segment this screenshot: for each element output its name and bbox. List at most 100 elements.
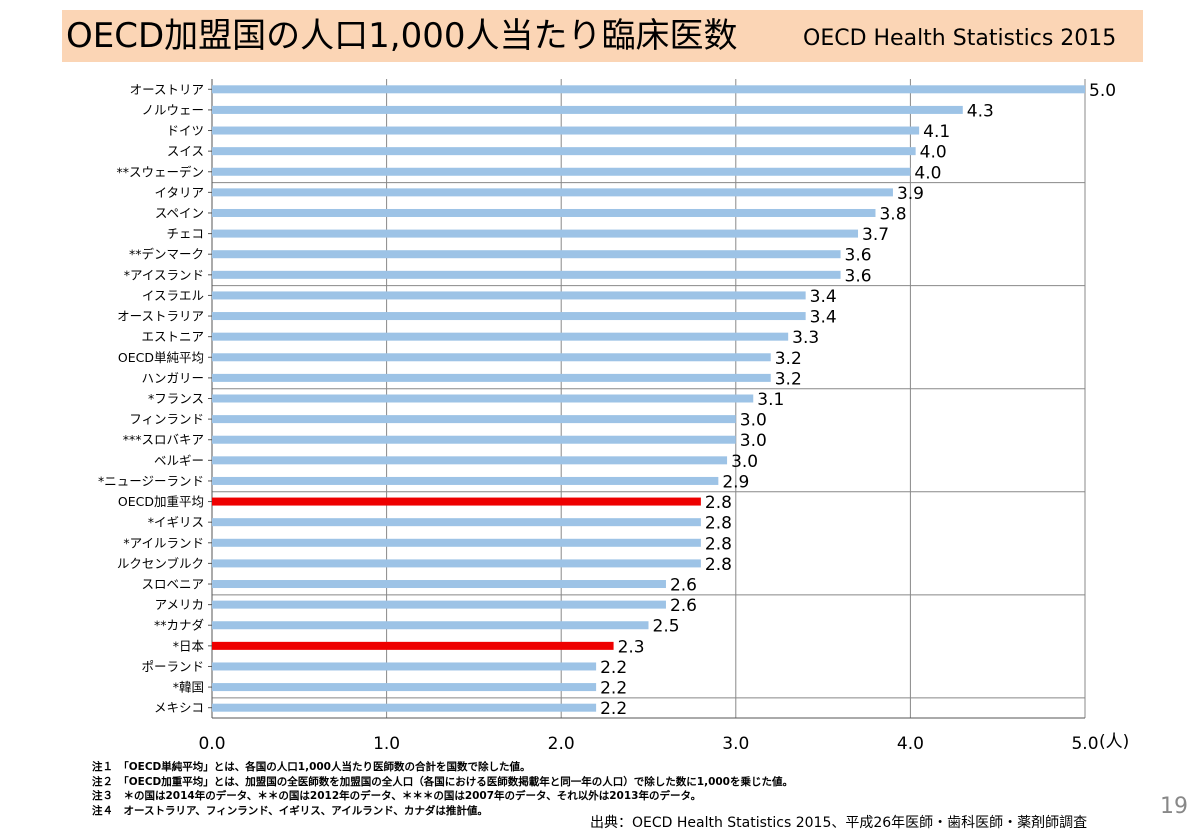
value-label: 4.1 bbox=[923, 122, 950, 142]
value-label: 3.4 bbox=[810, 287, 837, 307]
note-4: 注４ オーストラリア、フィンランド、イギリス、アイルランド、カナダは推計値。 bbox=[92, 804, 793, 819]
category-label: イタリア bbox=[154, 185, 204, 200]
category-label: チェコ bbox=[166, 226, 204, 241]
category-label: フィンランド bbox=[129, 412, 204, 427]
category-label: *日本 bbox=[173, 638, 205, 653]
bar bbox=[212, 600, 666, 609]
bar bbox=[212, 208, 876, 217]
category-label: ベルギー bbox=[154, 453, 204, 468]
page-number: 19 bbox=[1160, 794, 1188, 819]
bar bbox=[212, 662, 597, 671]
bar bbox=[212, 85, 1085, 94]
category-label: オーストラリア bbox=[117, 309, 204, 324]
bar bbox=[212, 229, 859, 238]
note-1: 注１ 「OECD単純平均」とは、各国の人口1,000人当たり医師数の合計を国数で… bbox=[92, 760, 793, 775]
bar bbox=[212, 188, 893, 197]
note-label: 注３ bbox=[92, 790, 113, 802]
category-label: ルクセンブルク bbox=[117, 556, 204, 571]
category-label: ***スロバキア bbox=[123, 432, 204, 447]
bar bbox=[212, 415, 736, 424]
value-label: 2.3 bbox=[618, 637, 645, 657]
bar bbox=[212, 580, 666, 589]
value-label: 3.2 bbox=[775, 369, 802, 389]
chart-subtitle: OECD Health Statistics 2015 bbox=[803, 26, 1117, 51]
bar bbox=[212, 641, 614, 650]
category-label: イスラエル bbox=[142, 288, 204, 303]
bar bbox=[212, 147, 916, 156]
category-label: スロベニア bbox=[141, 577, 204, 592]
bar bbox=[212, 291, 806, 300]
bar bbox=[212, 394, 754, 403]
bar bbox=[212, 126, 920, 135]
value-label: 2.8 bbox=[705, 514, 732, 534]
value-label: 2.2 bbox=[600, 699, 627, 719]
bar bbox=[212, 559, 701, 568]
value-label: 2.6 bbox=[670, 576, 697, 596]
category-label: *韓国 bbox=[173, 680, 204, 695]
note-2: 注２ 「OECD加重平均」とは、加盟国の全医師数を加盟国の全人口（各国における医… bbox=[92, 775, 793, 790]
value-label: 3.0 bbox=[731, 452, 758, 472]
bar bbox=[212, 373, 771, 382]
note-label: 注１ bbox=[92, 761, 113, 773]
bar bbox=[212, 270, 841, 279]
value-label: 2.8 bbox=[705, 534, 732, 554]
value-label: 4.3 bbox=[967, 101, 994, 121]
x-tick-label: 3.0 bbox=[722, 734, 749, 754]
bar bbox=[212, 435, 736, 444]
value-label: 3.4 bbox=[810, 308, 837, 328]
value-label: 2.5 bbox=[653, 617, 680, 637]
value-label: 3.0 bbox=[740, 411, 767, 431]
value-label: 3.1 bbox=[757, 390, 784, 410]
source-citation: 出典：OECD Health Statistics 2015、平成26年医師・歯… bbox=[590, 815, 1088, 831]
category-label: オーストリア bbox=[130, 82, 204, 97]
category-label: **デンマーク bbox=[129, 247, 204, 262]
category-label: OECD加重平均 bbox=[118, 494, 204, 509]
note-text: ＊の国は2014年のデータ、＊＊の国は2012年のデータ、＊＊＊の国は2007年… bbox=[123, 790, 702, 802]
bar bbox=[212, 353, 771, 362]
note-label: 注４ bbox=[92, 804, 113, 817]
chart-title: OECD加盟国の人口1,000人当たり臨床医数 bbox=[66, 16, 738, 56]
bar bbox=[212, 538, 701, 547]
category-label: **スウェーデン bbox=[116, 164, 204, 179]
value-label: 3.3 bbox=[792, 328, 819, 348]
value-label: 2.8 bbox=[705, 493, 732, 513]
category-label: *アイスランド bbox=[124, 267, 204, 282]
x-tick-label: 2.0 bbox=[548, 734, 575, 754]
bar bbox=[212, 497, 701, 506]
note-text: オーストラリア、フィンランド、イギリス、アイルランド、カナダは推計値。 bbox=[123, 804, 488, 817]
bar bbox=[212, 312, 806, 321]
value-label: 2.2 bbox=[600, 679, 627, 699]
value-label: 3.8 bbox=[879, 204, 906, 224]
category-label: ドイツ bbox=[166, 123, 204, 138]
bar bbox=[212, 332, 789, 341]
category-label: **カナダ bbox=[154, 618, 204, 633]
category-label: スペイン bbox=[155, 205, 204, 220]
category-label: *ニュージーランド bbox=[98, 473, 204, 488]
x-tick-label: 5.0 bbox=[1071, 734, 1098, 754]
bar bbox=[212, 456, 728, 465]
value-label: 3.7 bbox=[862, 225, 889, 245]
bar bbox=[212, 105, 963, 114]
category-label: OECD単純平均 bbox=[118, 350, 204, 365]
value-label: 2.6 bbox=[670, 596, 697, 616]
x-axis-unit: (人) bbox=[1099, 732, 1129, 752]
title-banner bbox=[62, 10, 1143, 62]
category-label: *フランス bbox=[148, 391, 204, 406]
bar bbox=[212, 167, 911, 176]
x-tick-label: 0.0 bbox=[198, 734, 225, 754]
category-label: *イギリス bbox=[148, 515, 204, 530]
note-text: 「OECD単純平均」とは、各国の人口1,000人当たり医師数の合計を国数で除した… bbox=[123, 761, 531, 773]
notes: 注１ 「OECD単純平均」とは、各国の人口1,000人当たり医師数の合計を国数で… bbox=[92, 760, 793, 818]
value-label: 4.0 bbox=[914, 163, 941, 183]
category-label: メキシコ bbox=[154, 700, 204, 715]
value-label: 3.6 bbox=[845, 266, 872, 286]
category-label: スイス bbox=[167, 144, 204, 159]
value-label: 3.0 bbox=[740, 431, 767, 451]
x-tick-label: 1.0 bbox=[373, 734, 400, 754]
bar bbox=[212, 476, 719, 485]
value-label: 3.9 bbox=[897, 184, 924, 204]
value-label: 2.2 bbox=[600, 658, 627, 678]
category-label: ポーランド bbox=[141, 659, 204, 674]
note-3: 注３ ＊の国は2014年のデータ、＊＊の国は2012年のデータ、＊＊＊の国は20… bbox=[92, 789, 793, 804]
category-label: アメリカ bbox=[155, 597, 204, 612]
